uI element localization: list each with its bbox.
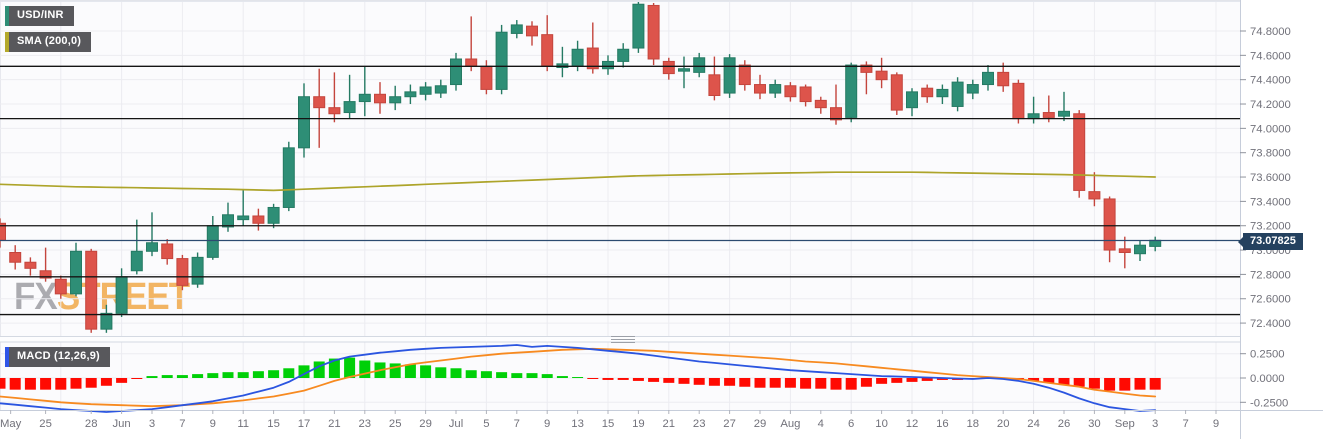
svg-text:9: 9 bbox=[210, 418, 216, 430]
svg-text:21: 21 bbox=[663, 418, 676, 430]
svg-text:72.8000: 72.8000 bbox=[1250, 269, 1291, 281]
symbol-badge[interactable]: USD/INR bbox=[5, 6, 74, 26]
svg-text:4: 4 bbox=[818, 418, 824, 430]
svg-text:7: 7 bbox=[1182, 418, 1188, 430]
svg-text:Sep: Sep bbox=[1115, 418, 1135, 430]
svg-text:25: 25 bbox=[39, 418, 52, 430]
svg-text:13: 13 bbox=[571, 418, 584, 430]
svg-text:27: 27 bbox=[723, 418, 736, 430]
svg-text:6: 6 bbox=[848, 418, 854, 430]
sma-badge-label: SMA (200,0) bbox=[17, 35, 82, 47]
svg-text:23: 23 bbox=[693, 418, 706, 430]
svg-text:0.2500: 0.2500 bbox=[1250, 349, 1285, 361]
svg-text:74.6000: 74.6000 bbox=[1250, 50, 1291, 62]
macd-badge-label: MACD (12,26,9) bbox=[17, 350, 100, 362]
macd-indicator-badge[interactable]: MACD (12,26,9) bbox=[5, 347, 110, 367]
svg-text:3: 3 bbox=[149, 418, 155, 430]
svg-text:21: 21 bbox=[328, 418, 341, 430]
svg-text:Aug: Aug bbox=[780, 418, 800, 430]
svg-text:30: 30 bbox=[1088, 418, 1101, 430]
svg-text:17: 17 bbox=[298, 418, 311, 430]
svg-text:15: 15 bbox=[267, 418, 280, 430]
svg-text:0.0000: 0.0000 bbox=[1250, 373, 1285, 385]
svg-text:28: 28 bbox=[85, 418, 98, 430]
svg-text:5: 5 bbox=[483, 418, 489, 430]
svg-text:18: 18 bbox=[967, 418, 980, 430]
last-price-badge: 73.07825 bbox=[1238, 233, 1303, 250]
svg-text:73.4000: 73.4000 bbox=[1250, 196, 1291, 208]
svg-text:25: 25 bbox=[389, 418, 402, 430]
svg-text:26: 26 bbox=[1058, 418, 1071, 430]
svg-text:24: 24 bbox=[1027, 418, 1040, 430]
svg-text:3: 3 bbox=[1152, 418, 1158, 430]
svg-text:10: 10 bbox=[875, 418, 888, 430]
svg-text:Jun: Jun bbox=[112, 418, 130, 430]
svg-text:74.8000: 74.8000 bbox=[1250, 26, 1291, 38]
svg-text:Jul: Jul bbox=[449, 418, 463, 430]
svg-text:12: 12 bbox=[906, 418, 919, 430]
svg-text:9: 9 bbox=[544, 418, 550, 430]
svg-text:16: 16 bbox=[936, 418, 949, 430]
svg-text:15: 15 bbox=[602, 418, 615, 430]
svg-text:73.6000: 73.6000 bbox=[1250, 172, 1291, 184]
svg-text:23: 23 bbox=[359, 418, 372, 430]
svg-text:7: 7 bbox=[514, 418, 520, 430]
symbol-badge-label: USD/INR bbox=[17, 9, 64, 21]
svg-text:73.8000: 73.8000 bbox=[1250, 148, 1291, 160]
svg-text:74.0000: 74.0000 bbox=[1250, 123, 1291, 135]
svg-text:72.6000: 72.6000 bbox=[1250, 294, 1291, 306]
sma-indicator-badge[interactable]: SMA (200,0) bbox=[5, 32, 92, 52]
svg-text:29: 29 bbox=[754, 418, 767, 430]
svg-text:29: 29 bbox=[419, 418, 432, 430]
svg-text:72.4000: 72.4000 bbox=[1250, 318, 1291, 330]
svg-text:19: 19 bbox=[632, 418, 645, 430]
price-axis[interactable] bbox=[1240, 0, 1323, 439]
svg-text:7: 7 bbox=[179, 418, 185, 430]
svg-text:-0.2500: -0.2500 bbox=[1250, 397, 1288, 409]
time-axis[interactable] bbox=[0, 410, 1240, 439]
svg-text:73.2000: 73.2000 bbox=[1250, 221, 1291, 233]
svg-text:20: 20 bbox=[997, 418, 1010, 430]
svg-text:May: May bbox=[0, 418, 22, 430]
svg-text:11: 11 bbox=[237, 418, 249, 430]
watermark-fx: FX bbox=[14, 276, 58, 318]
panel-resize-handle[interactable] bbox=[611, 336, 635, 343]
svg-text:9: 9 bbox=[1213, 418, 1219, 430]
svg-text:74.4000: 74.4000 bbox=[1250, 75, 1291, 87]
svg-text:74.2000: 74.2000 bbox=[1250, 99, 1291, 111]
